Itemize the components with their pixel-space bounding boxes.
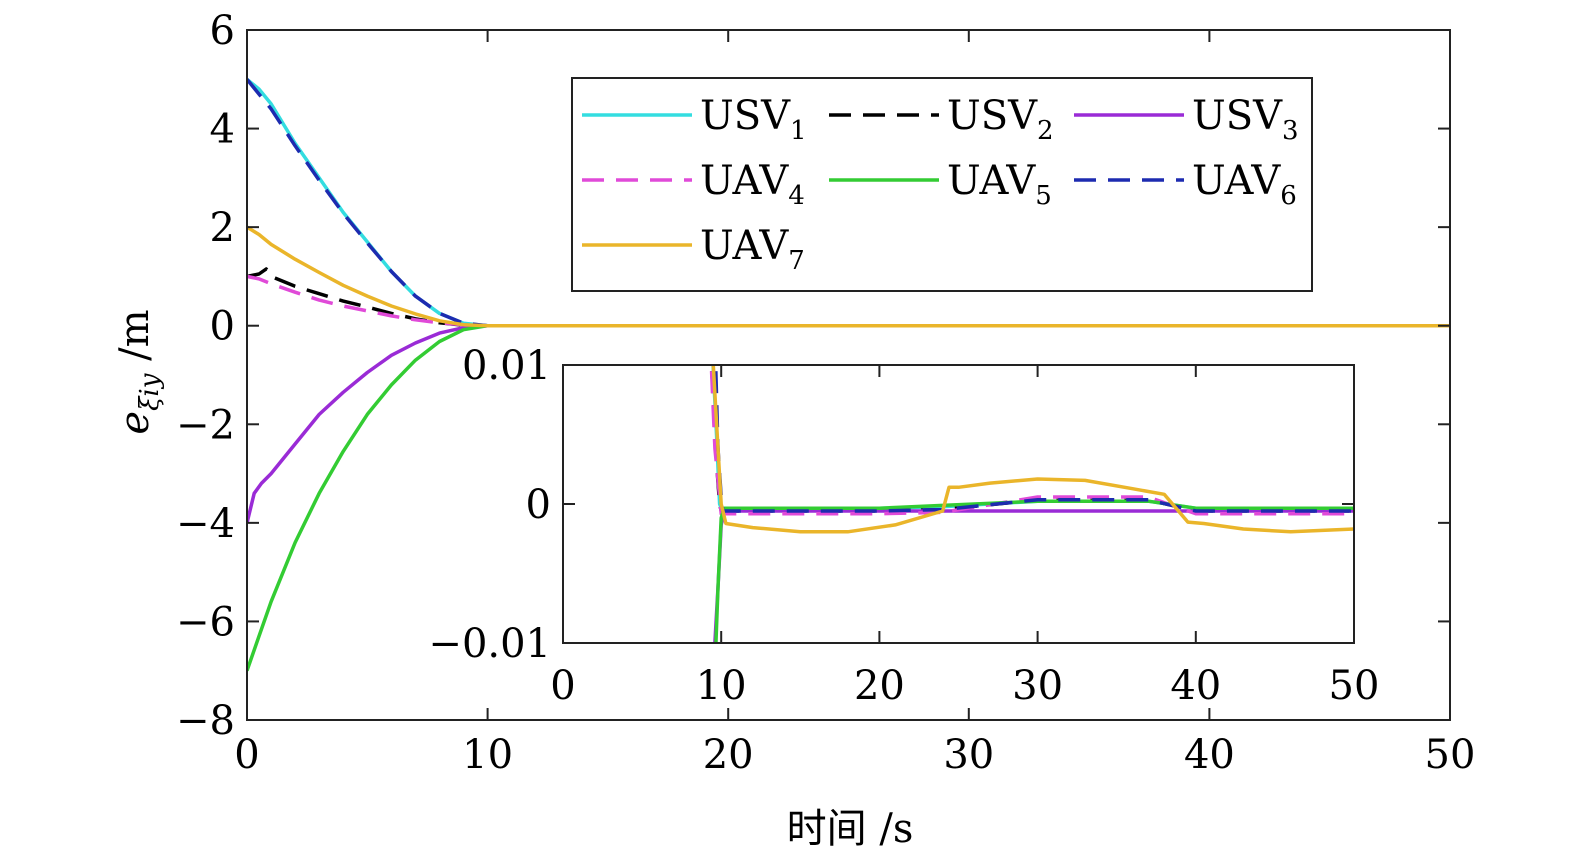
- legend-label-subscript: 3: [1282, 116, 1299, 146]
- main-series-line-5: [247, 323, 1450, 672]
- main-y-tick-label: 6: [210, 8, 235, 54]
- main-y-tick-label: 0: [210, 304, 235, 350]
- legend-label-3: USV3: [1192, 93, 1299, 146]
- y-axis-label-base: e: [112, 411, 158, 435]
- main-series-line-3: [247, 323, 1450, 524]
- legend-label-subscript: 4: [788, 181, 805, 211]
- legend-label-2: USV2: [947, 93, 1054, 146]
- inset-series-group: [709, 365, 1354, 643]
- inset-y-tick-label: −0.01: [428, 621, 551, 667]
- inset-y-tick-label: 0: [526, 482, 551, 528]
- main-y-tick-label: −4: [176, 501, 235, 547]
- inset-x-tick-label: 10: [696, 663, 747, 709]
- legend-label-5: UAV5: [947, 158, 1052, 211]
- svg-text:eξiy /m: eξiy /m: [112, 309, 165, 434]
- y-axis-label-unit: /m: [112, 309, 158, 373]
- inset-x-tick-label: 0: [550, 663, 575, 709]
- main-y-tick-label: −8: [176, 698, 235, 744]
- main-x-tick-label: 20: [703, 732, 754, 778]
- main-x-tick-label: 0: [234, 732, 259, 778]
- legend-label-subscript: 6: [1280, 181, 1297, 211]
- legend-label-name: UAV: [947, 158, 1036, 204]
- inset-series-line-7: [711, 365, 1354, 534]
- legend-label-4: UAV4: [700, 158, 805, 211]
- legend-label-6: UAV6: [1192, 158, 1297, 211]
- main-series-group: [247, 77, 1450, 672]
- main-series-line-7: [247, 225, 1450, 328]
- legend-label-subscript: 2: [1037, 116, 1054, 146]
- main-x-tick-label: 10: [462, 732, 513, 778]
- main-x-tick-label: 30: [943, 732, 994, 778]
- inset-x-tick-label: 20: [854, 663, 905, 709]
- inset-x-tick-label: 40: [1170, 663, 1221, 709]
- legend-label-subscript: 5: [1035, 181, 1052, 211]
- inset-x-tick-label: 50: [1329, 663, 1380, 709]
- legend-label-name: UAV: [700, 223, 789, 269]
- legend-label-subscript: 7: [788, 246, 805, 276]
- legend-label-name: USV: [947, 93, 1038, 139]
- legend-label-1: USV1: [700, 93, 807, 146]
- main-y-tick-label: −6: [176, 599, 235, 645]
- main-y-tick-label: 4: [210, 107, 235, 153]
- inset-y-tick-label: 0.01: [462, 343, 551, 389]
- legend-box: [571, 77, 1313, 292]
- main-series-line-6: [247, 78, 1450, 328]
- main-x-tick-label: 50: [1425, 732, 1476, 778]
- legend-label-name: USV: [1192, 93, 1283, 139]
- legend-label-name: UAV: [1192, 158, 1281, 204]
- legend-label-7: UAV7: [700, 223, 805, 276]
- legend-label-subscript: 1: [790, 116, 807, 146]
- main-frame: [246, 29, 1451, 721]
- inset-x-tick-label: 30: [1012, 663, 1063, 709]
- y-axis-label-sub: ξiy: [135, 373, 165, 411]
- main-x-tick-label: 40: [1184, 732, 1235, 778]
- main-y-tick-label: −2: [176, 402, 235, 448]
- legend-label-name: UAV: [700, 158, 789, 204]
- x-axis-label: 时间 /s: [787, 806, 914, 852]
- main-y-tick-label: 2: [210, 205, 235, 251]
- legend-label-name: USV: [700, 93, 791, 139]
- y-axis-label: eξiy /m: [112, 309, 165, 434]
